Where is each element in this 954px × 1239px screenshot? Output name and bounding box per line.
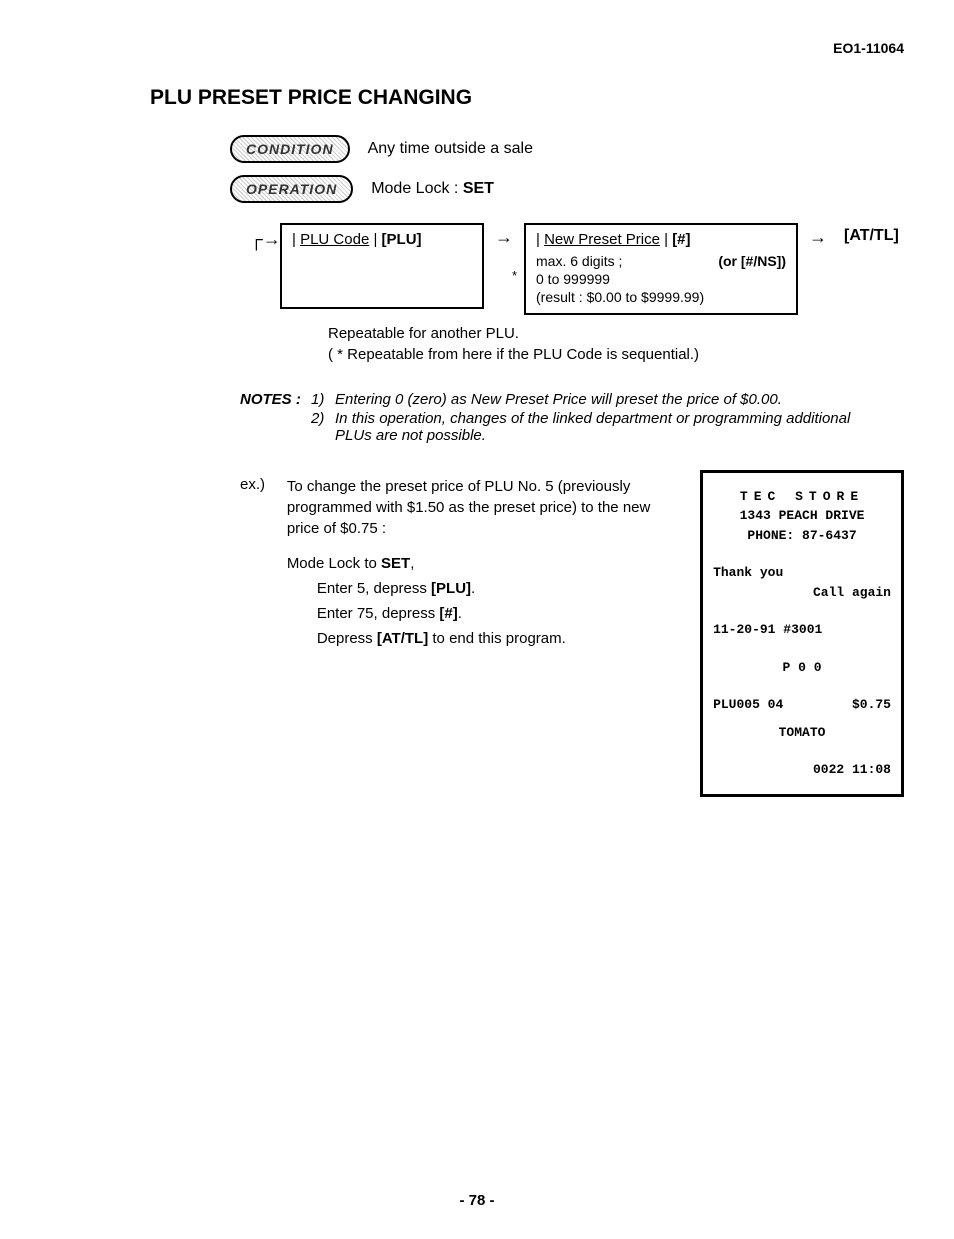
operation-badge: OPERATION (230, 175, 353, 203)
example-step2-c: . (458, 605, 462, 622)
flow-diagram: ┌→ | PLU Code | [PLU] → * | New Preset P… (280, 223, 904, 315)
example-mode-prefix: Mode Lock to (287, 555, 381, 572)
operation-text: Mode Lock : SET (371, 180, 494, 198)
receipt-thank: Thank you (713, 563, 891, 583)
price-alt: (or [#/NS]) (718, 252, 786, 270)
example-label: ex.) (240, 476, 287, 493)
example-step3-c: to end this program. (428, 630, 566, 647)
example-step3-a: Depress (317, 630, 377, 647)
receipt-addr: 1343 PEACH DRIVE (713, 506, 891, 526)
receipt: TEC STORE 1343 PEACH DRIVE PHONE: 87-643… (700, 470, 904, 797)
flow-box-plu: ┌→ | PLU Code | [PLU] (280, 223, 484, 309)
doc-id: EO1-11064 (50, 40, 904, 56)
example-step1-c: . (471, 580, 475, 597)
receipt-date: 11-20-91 #3001 (713, 620, 891, 640)
example-step2-a: Enter 75, depress (317, 605, 440, 622)
condition-badge: CONDITION (230, 135, 350, 163)
back-arrow-icon: ┌→ (250, 229, 281, 250)
note-number: 2) (311, 410, 335, 444)
price-line3: (result : $0.00 to $9999.99) (536, 288, 786, 306)
note-item: 2) In this operation, changes of the lin… (311, 410, 871, 444)
note-item: 1) Entering 0 (zero) as New Preset Price… (311, 391, 871, 408)
receipt-plu-right: $0.75 (852, 695, 891, 715)
notes-label: NOTES : (240, 391, 301, 408)
repeat-note-2: ( * Repeatable from here if the PLU Code… (328, 346, 904, 363)
receipt-item: TOMATO (713, 723, 891, 743)
price-line1: max. 6 digits ; (536, 253, 622, 269)
example-mode-value: SET (381, 555, 410, 572)
repeat-note-1: Repeatable for another PLU. (328, 325, 904, 342)
page-number: - 78 - (0, 1192, 954, 1209)
example-step3-b: [AT/TL] (377, 630, 428, 647)
price-line2: 0 to 999999 (536, 270, 786, 288)
receipt-phone: PHONE: 87-6437 (713, 526, 891, 546)
receipt-call: Call again (713, 583, 891, 603)
receipt-poo: P 0 0 (713, 658, 891, 678)
receipt-time: 0022 11:08 (713, 760, 891, 780)
price-key: [#] (672, 231, 690, 248)
example-step1-b: [PLU] (431, 580, 471, 597)
star-marker: * (512, 268, 517, 283)
example-body: To change the preset price of PLU No. 5 … (287, 476, 680, 649)
operation-prefix: Mode Lock : (371, 180, 463, 197)
arrow-icon-2: → (798, 223, 838, 248)
arrow-icon: → (484, 223, 524, 248)
example-step1-a: Enter 5, depress (317, 580, 431, 597)
final-key: [AT/TL] (844, 223, 899, 245)
receipt-plu-left: PLU005 04 (713, 695, 783, 715)
plu-key: [PLU] (382, 231, 422, 248)
example-mode-suffix: , (410, 555, 414, 572)
plu-code-label: PLU Code (300, 231, 369, 248)
flow-box-price: * | New Preset Price | [#] max. 6 digits… (524, 223, 798, 315)
example-step2-b: [#] (439, 605, 457, 622)
note-text: Entering 0 (zero) as New Preset Price wi… (335, 391, 782, 408)
note-number: 1) (311, 391, 335, 408)
operation-value: SET (463, 180, 494, 197)
receipt-store: TEC STORE (713, 487, 891, 507)
page-title: PLU PRESET PRICE CHANGING (150, 86, 904, 110)
note-text: In this operation, changes of the linked… (335, 410, 871, 444)
condition-text: Any time outside a sale (368, 140, 533, 158)
example-intro: To change the preset price of PLU No. 5 … (287, 476, 680, 539)
price-label: New Preset Price (544, 231, 660, 248)
